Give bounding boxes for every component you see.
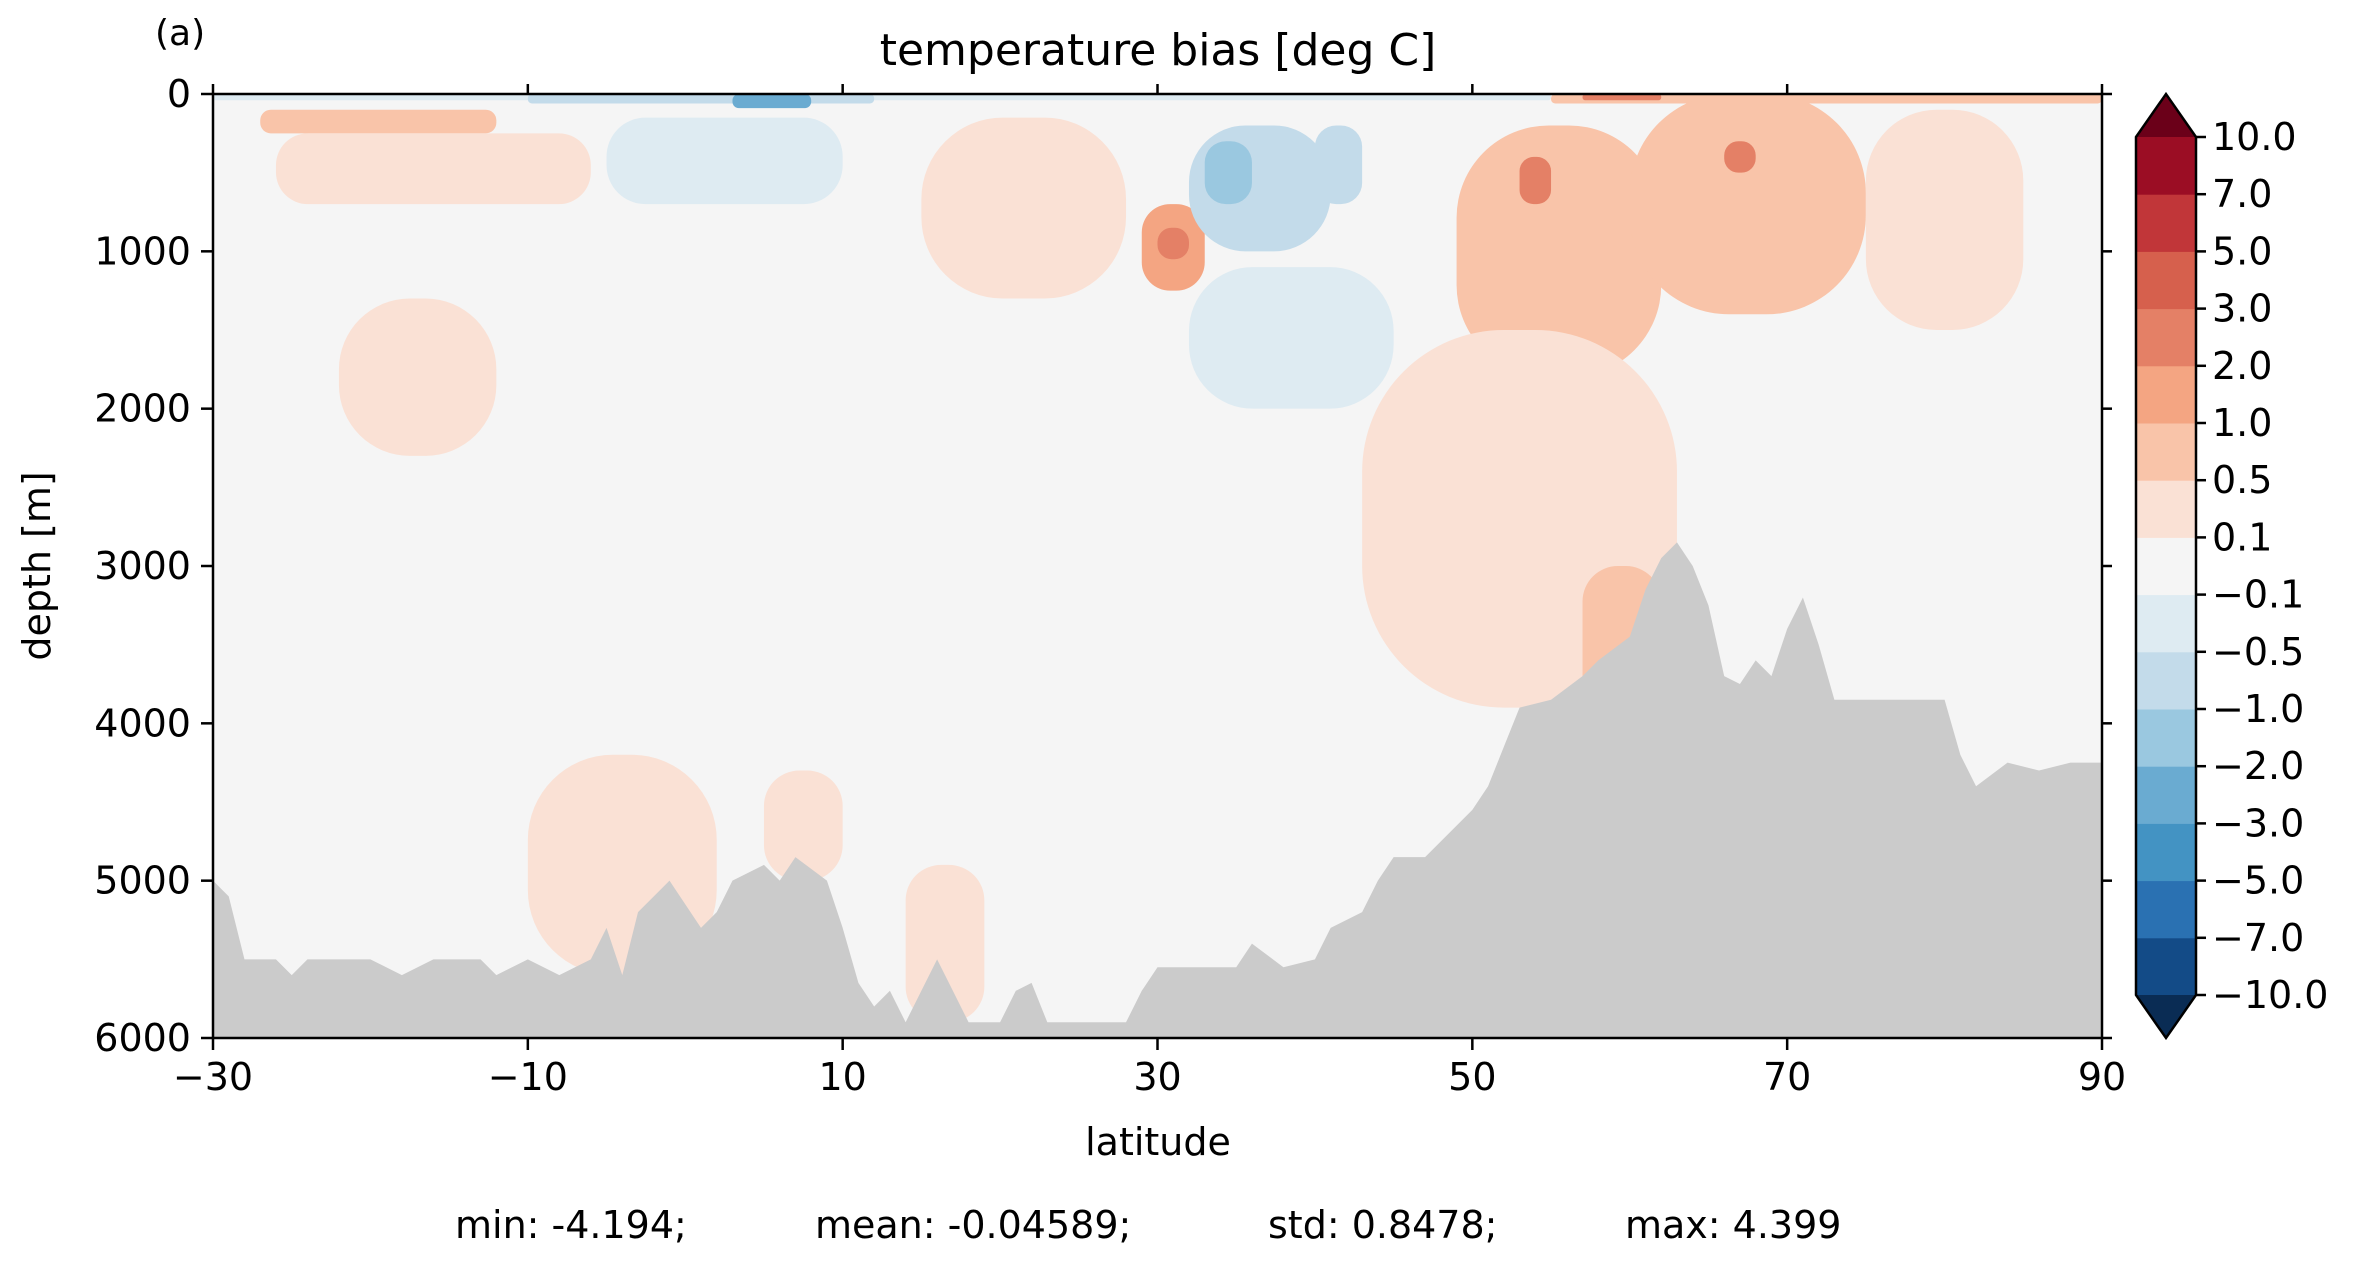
colorbar-tick-label: −1.0	[2212, 687, 2304, 731]
bias-contour-region	[1188, 267, 1394, 409]
stat-mean: mean: -0.04589;	[815, 1203, 1131, 1247]
colorbar-tick-label: 1.0	[2212, 401, 2272, 445]
colorbar-over-extend	[2136, 94, 2196, 137]
bias-contour-region	[1519, 156, 1552, 205]
bias-contour-region	[1582, 94, 1662, 101]
y-tick-label: 1000	[94, 229, 191, 273]
stat-min: min: -4.194;	[455, 1203, 687, 1247]
colorbar-segment	[2136, 365, 2196, 424]
bias-contour-region	[338, 298, 497, 456]
colorbar-segment	[2136, 194, 2196, 252]
x-tick-label: 10	[818, 1055, 866, 1099]
colorbar-segment	[2136, 651, 2196, 710]
chart-title: temperature bias [deg C]	[880, 25, 1437, 76]
colorbar-segment	[2136, 709, 2196, 767]
x-axis-label: latitude	[1085, 1120, 1231, 1164]
bias-field	[213, 94, 2102, 1038]
colorbar-tick-label: 7.0	[2212, 172, 2272, 216]
bias-contour-region	[921, 117, 1127, 299]
bias-contour-region	[1865, 109, 2024, 330]
colorbar-tick-label: 2.0	[2212, 344, 2272, 388]
colorbar-tick-label: 3.0	[2212, 287, 2272, 331]
bias-contour-region	[1456, 125, 1662, 378]
colorbar-segment	[2136, 537, 2196, 596]
stats-line: min: -4.194; mean: -0.04589; std: 0.8478…	[455, 1203, 1841, 1247]
colorbar-under-extend	[2136, 995, 2196, 1038]
colorbar-segment	[2136, 823, 2196, 882]
bias-contour-region	[1629, 94, 1866, 315]
colorbar-segment	[2136, 423, 2196, 481]
y-axis: 0 1000 2000 3000 4000 5000 6000	[94, 72, 2112, 1060]
bias-contour-region	[1314, 125, 1363, 205]
bias-contour-region	[732, 94, 812, 109]
x-tick-label: 70	[1763, 1055, 1811, 1099]
colorbar-tick-label: 10.0	[2212, 115, 2297, 159]
colorbar-segment	[2136, 137, 2196, 195]
colorbar-tick-label: −2.0	[2212, 744, 2304, 788]
bias-contour-region	[1204, 141, 1252, 205]
y-tick-label: 3000	[94, 544, 191, 588]
y-tick-label: 5000	[94, 859, 191, 903]
stat-max: max: 4.399	[1625, 1203, 1841, 1247]
y-tick-label: 4000	[94, 701, 191, 745]
colorbar-tick-label: −5.0	[2212, 859, 2304, 903]
colorbar-tick-label: −10.0	[2212, 973, 2328, 1017]
bathymetry-land	[213, 542, 2102, 1038]
colorbar-segment	[2136, 766, 2196, 824]
colorbar-segment	[2136, 880, 2196, 939]
y-tick-label: 2000	[94, 387, 191, 431]
colorbar-tick-label: 0.5	[2212, 458, 2272, 502]
x-tick-label: 90	[2078, 1055, 2126, 1099]
bias-contour-region	[606, 117, 843, 205]
x-tick-label: −10	[488, 1055, 568, 1099]
x-tick-label: 50	[1448, 1055, 1496, 1099]
x-tick-label: −30	[173, 1055, 253, 1099]
colorbar-tick-label: 0.1	[2212, 515, 2272, 559]
x-axis: −30 −10 10 30 50 70 90	[173, 84, 2126, 1099]
colorbar-segment	[2136, 251, 2196, 310]
bias-contour-region	[1724, 141, 1756, 173]
colorbar-tick-label: 5.0	[2212, 229, 2272, 273]
colorbar-tick-label: −3.0	[2212, 801, 2304, 845]
x-tick-label: 30	[1133, 1055, 1181, 1099]
colorbar: −10.0 −7.0 −5.0 −3.0 −2.0 −1.0 −0.5 −0.1 0.1 0.5 1…	[2134, 91, 2328, 1041]
colorbar-segment	[2136, 480, 2196, 538]
colorbar-segment	[2136, 937, 2196, 996]
bias-contour-region	[527, 94, 875, 104]
colorbar-tick-label: −0.5	[2212, 630, 2304, 674]
plot-area	[213, 94, 2102, 1038]
stat-std: std: 0.8478;	[1268, 1203, 1497, 1247]
colorbar-segment	[2136, 308, 2196, 367]
bias-contour-region	[275, 133, 591, 205]
bias-contour-region	[260, 109, 497, 134]
panel-label: (a)	[155, 13, 205, 54]
colorbar-segment	[2136, 594, 2196, 653]
colorbar-tick-label: −0.1	[2212, 573, 2304, 617]
y-tick-label: 0	[167, 72, 191, 116]
y-tick-label: 6000	[94, 1016, 191, 1060]
bias-contour-region	[1157, 227, 1189, 260]
bias-contour-region	[1551, 94, 2102, 104]
colorbar-tick-label: −7.0	[2212, 916, 2304, 960]
bias-contour-region	[763, 770, 843, 881]
y-axis-label: depth [m]	[15, 471, 59, 660]
